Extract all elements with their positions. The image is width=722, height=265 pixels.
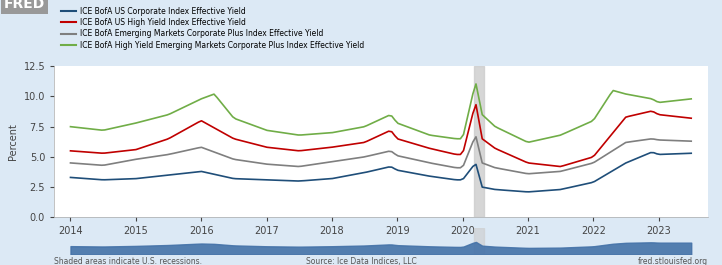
Y-axis label: Percent: Percent [8, 123, 18, 160]
Text: FRED: FRED [4, 0, 45, 11]
Bar [474, 66, 484, 217]
Bar [474, 228, 484, 254]
Legend: ICE BofA US Corporate Index Effective Yield, ICE BofA US High Yield Index Effect: ICE BofA US Corporate Index Effective Yi… [58, 4, 367, 53]
Text: Source: Ice Data Indices, LLC: Source: Ice Data Indices, LLC [305, 257, 417, 265]
Text: fred.stlouisfed.org: fred.stlouisfed.org [638, 257, 708, 265]
Text: Shaded areas indicate U.S. recessions.: Shaded areas indicate U.S. recessions. [54, 257, 202, 265]
